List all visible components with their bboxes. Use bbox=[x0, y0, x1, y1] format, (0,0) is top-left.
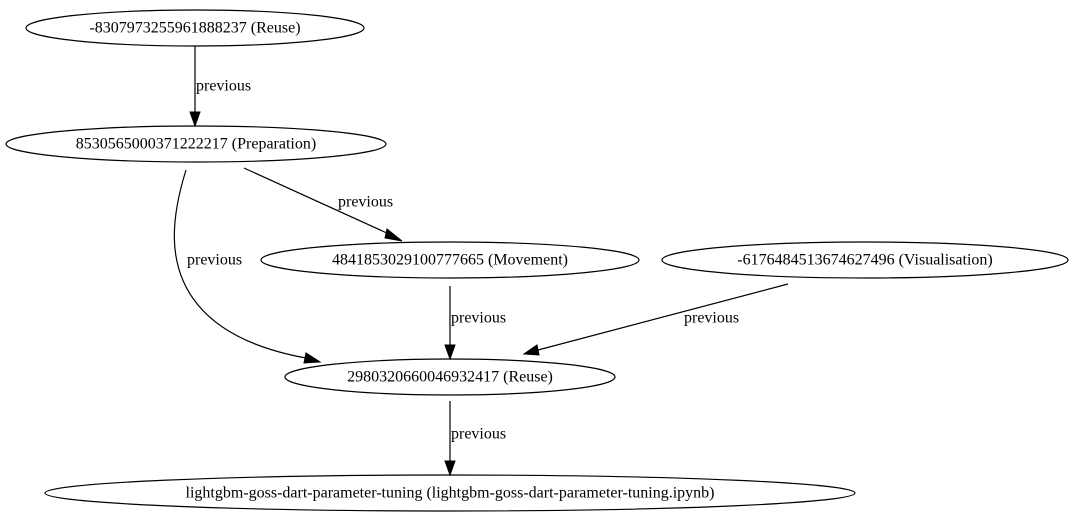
edge-label: previous bbox=[338, 194, 393, 211]
graph-node: 8530565000371222217 (Preparation) bbox=[5, 125, 387, 163]
arrowhead-icon bbox=[444, 344, 456, 361]
edge-label: previous bbox=[187, 252, 242, 269]
edge-label: previous bbox=[451, 426, 506, 443]
graph-node: lightgbm-goss-dart-parameter-tuning (lig… bbox=[44, 474, 856, 512]
graph-edge: previous bbox=[444, 401, 506, 477]
graph-edge: previous bbox=[243, 167, 403, 242]
graph-node: -8307973255961888237 (Reuse) bbox=[25, 9, 365, 47]
graph-edge: previous bbox=[444, 286, 506, 361]
node-ellipse bbox=[5, 125, 387, 163]
node-label: -8307973255961888237 (Reuse) bbox=[89, 20, 300, 37]
arrowhead-icon bbox=[189, 111, 201, 128]
node-label: lightgbm-goss-dart-parameter-tuning (lig… bbox=[186, 485, 715, 502]
graph-edge: previous bbox=[522, 283, 789, 356]
node-label: 8530565000371222217 (Preparation) bbox=[76, 136, 316, 153]
arrowhead-icon bbox=[303, 352, 322, 364]
edge-line bbox=[243, 167, 390, 235]
graph-node: 2980320660046932417 (Reuse) bbox=[284, 358, 616, 396]
node-ellipse bbox=[260, 241, 640, 279]
node-label: 4841853029100777665 (Movement) bbox=[332, 252, 568, 269]
graph-node: 4841853029100777665 (Movement) bbox=[260, 241, 640, 279]
graph-edge: previous bbox=[189, 46, 251, 128]
node-ellipse bbox=[661, 241, 1069, 279]
arrowhead-icon bbox=[444, 460, 456, 477]
edge-label: previous bbox=[684, 310, 739, 327]
graph-node: -6176484513674627496 (Visualisation) bbox=[661, 241, 1069, 279]
edge-line bbox=[537, 283, 789, 351]
edge-label: previous bbox=[196, 78, 251, 95]
edge-label: previous bbox=[451, 310, 506, 327]
edge-line bbox=[173, 169, 307, 359]
node-label: -6176484513674627496 (Visualisation) bbox=[737, 252, 992, 269]
node-label: 2980320660046932417 (Reuse) bbox=[347, 369, 553, 386]
arrowhead-icon bbox=[384, 228, 403, 242]
arrowhead-icon bbox=[522, 344, 540, 356]
graph-edge: previous bbox=[173, 169, 322, 364]
